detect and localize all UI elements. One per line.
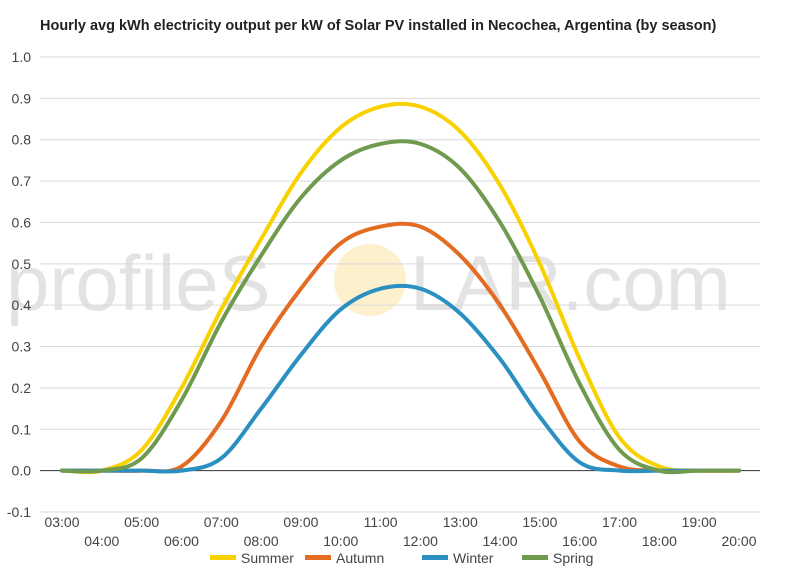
watermark-sun-logo [334, 244, 406, 316]
watermark-text-left: profileS [6, 239, 270, 327]
x-tick-label: 16:00 [562, 533, 597, 549]
legend-swatch-summer [210, 555, 236, 560]
x-tick-label: 09:00 [283, 514, 318, 530]
legend-swatch-autumn [305, 555, 331, 560]
y-tick-label: 1.0 [12, 49, 32, 65]
y-tick-label: 0.9 [12, 90, 32, 106]
y-tick-label: 0.8 [12, 132, 32, 148]
y-tick-label: 0.0 [12, 463, 32, 479]
y-tick-label: 0.7 [12, 173, 32, 189]
x-tick-label: 07:00 [204, 514, 239, 530]
x-tick-label: 18:00 [642, 533, 677, 549]
series-lines [60, 101, 741, 475]
x-tick-label: 06:00 [164, 533, 199, 549]
x-tick-label: 10:00 [323, 533, 358, 549]
x-tick-label: 05:00 [124, 514, 159, 530]
legend-label-summer: Summer [241, 550, 294, 566]
y-tick-label: 0.1 [12, 421, 32, 437]
y-axis: -0.1 0.0 0.1 0.2 0.3 0.4 0.5 0.6 0.7 0.8 0.9 1.0 [7, 49, 31, 520]
series-line-summer [60, 101, 741, 475]
y-tick-label: 0.2 [12, 380, 32, 396]
y-tick-label: 0.3 [12, 339, 32, 355]
x-tick-label: 13:00 [443, 514, 478, 530]
chart-title: Hourly avg kWh electricity output per kW… [40, 18, 717, 34]
series-line-autumn [60, 221, 741, 474]
legend-swatch-spring [522, 555, 548, 560]
x-tick-label: 19:00 [682, 514, 717, 530]
y-tick-label: 0.4 [12, 297, 32, 313]
series-line-spring [60, 139, 741, 475]
x-tick-label: 08:00 [244, 533, 279, 549]
legend-label-autumn: Autumn [336, 550, 384, 566]
legend-swatch-winter [422, 555, 448, 560]
x-tick-label: 20:00 [721, 533, 756, 549]
x-tick-label: 17:00 [602, 514, 637, 530]
x-tick-label: 03:00 [44, 514, 79, 530]
y-tick-label: 0.6 [12, 214, 32, 230]
series-line-winter [60, 283, 741, 474]
legend: Summer Autumn Winter Spring [210, 550, 593, 566]
x-tick-label: 12:00 [403, 533, 438, 549]
legend-label-spring: Spring [553, 550, 593, 566]
profilesolar-watermark: profileS LAR.com [6, 239, 731, 327]
y-tick-label: -0.1 [7, 504, 31, 520]
x-tick-label: 04:00 [84, 533, 119, 549]
x-tick-label: 14:00 [483, 533, 518, 549]
y-tick-label: 0.5 [12, 256, 32, 272]
watermark-text-right: LAR.com [410, 239, 731, 327]
x-tick-label: 11:00 [364, 514, 398, 530]
legend-label-winter: Winter [453, 550, 494, 566]
x-tick-label: 15:00 [522, 514, 557, 530]
